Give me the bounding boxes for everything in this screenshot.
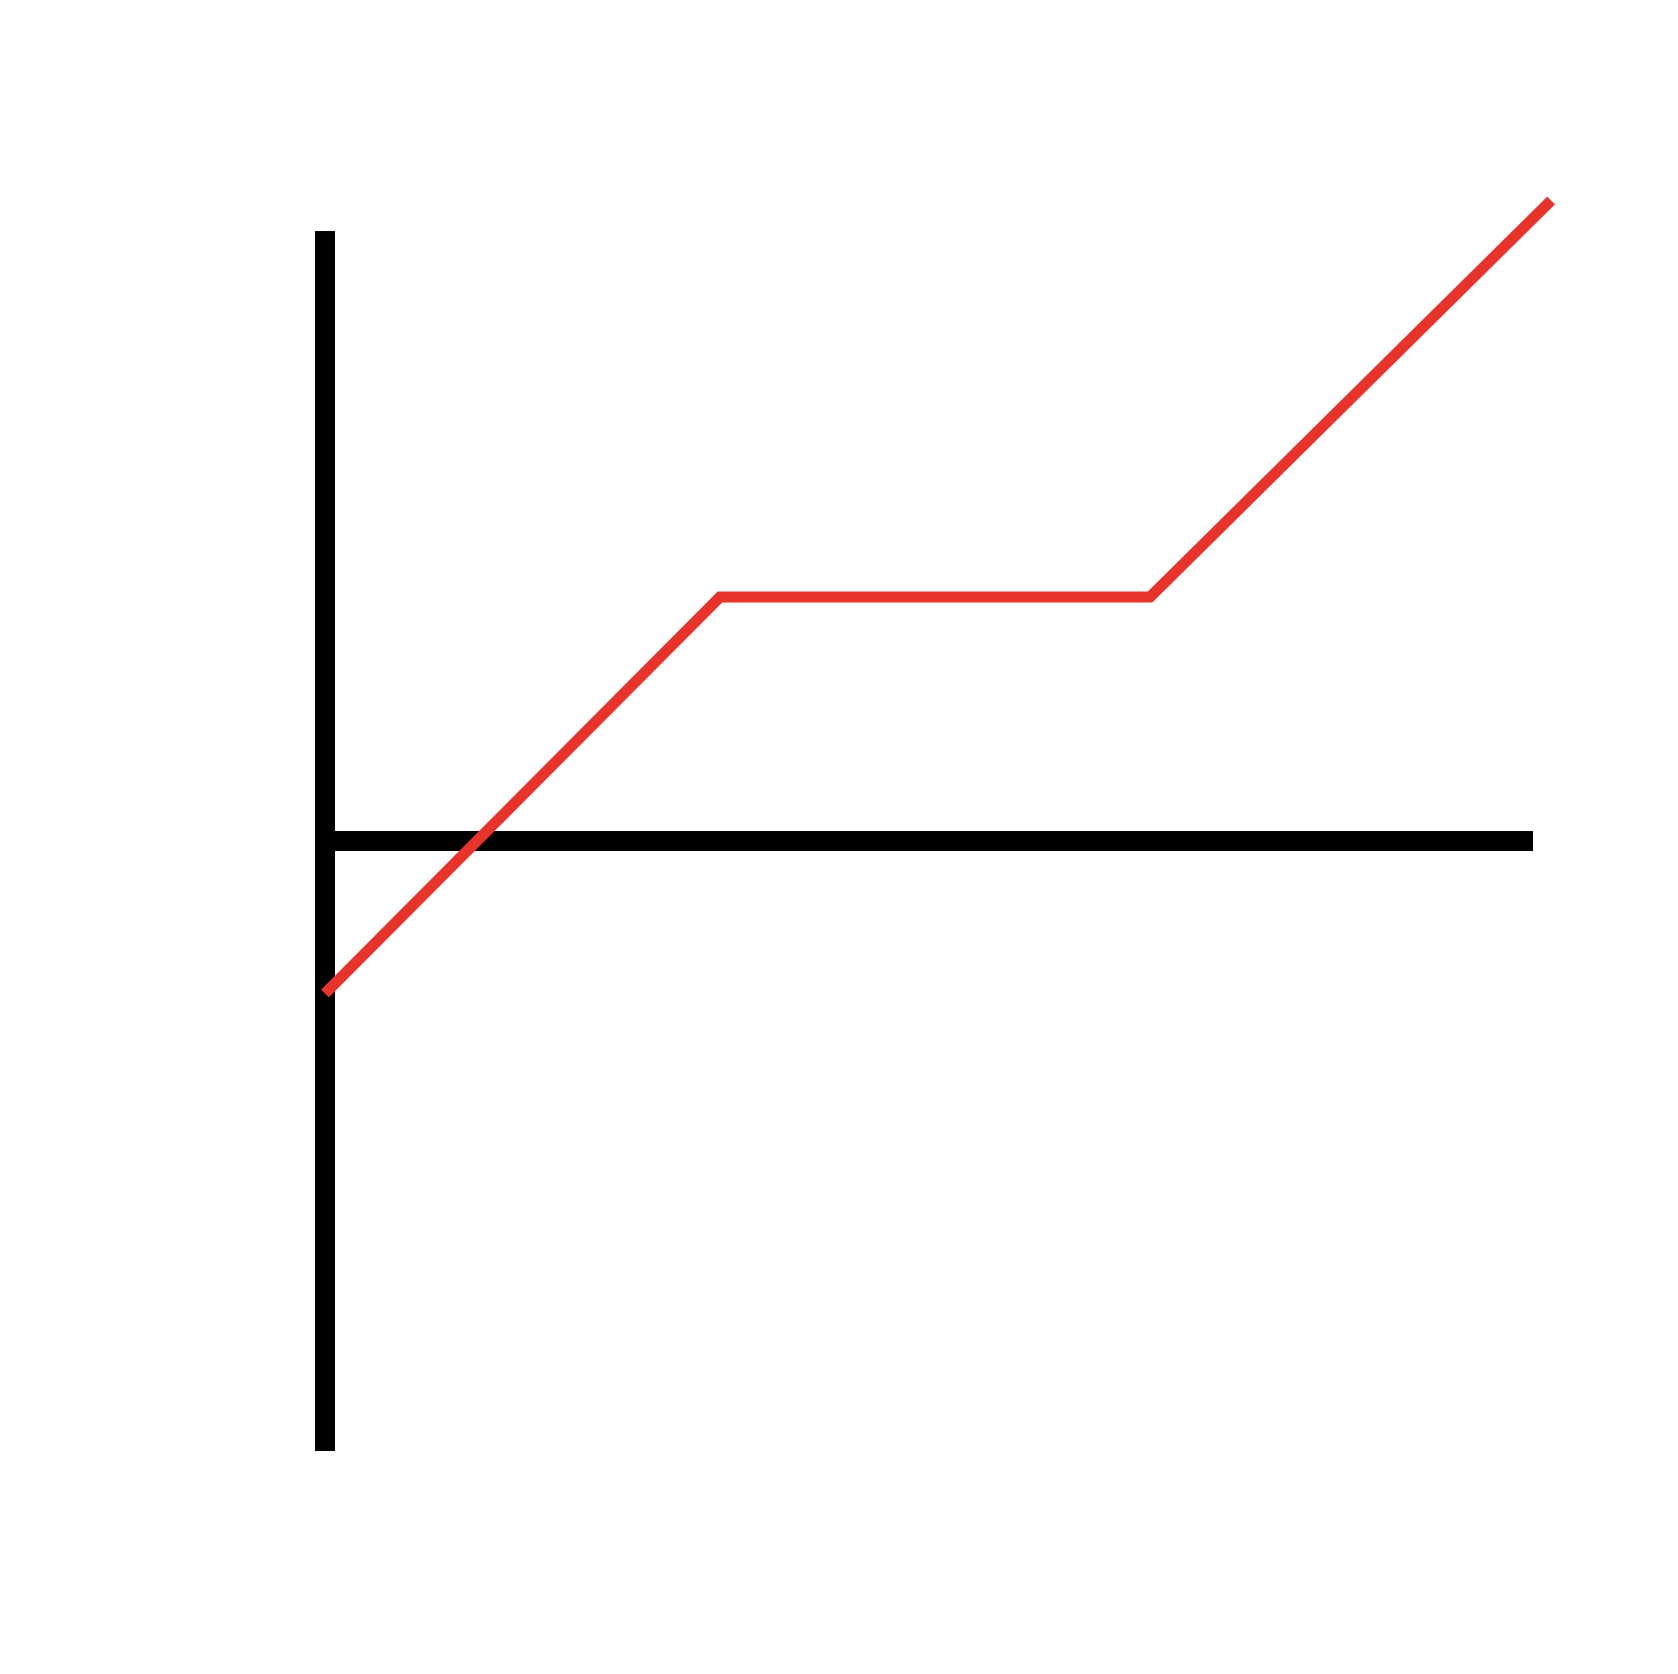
series-layer xyxy=(321,196,1555,998)
series-line-piecewise xyxy=(321,196,1555,998)
